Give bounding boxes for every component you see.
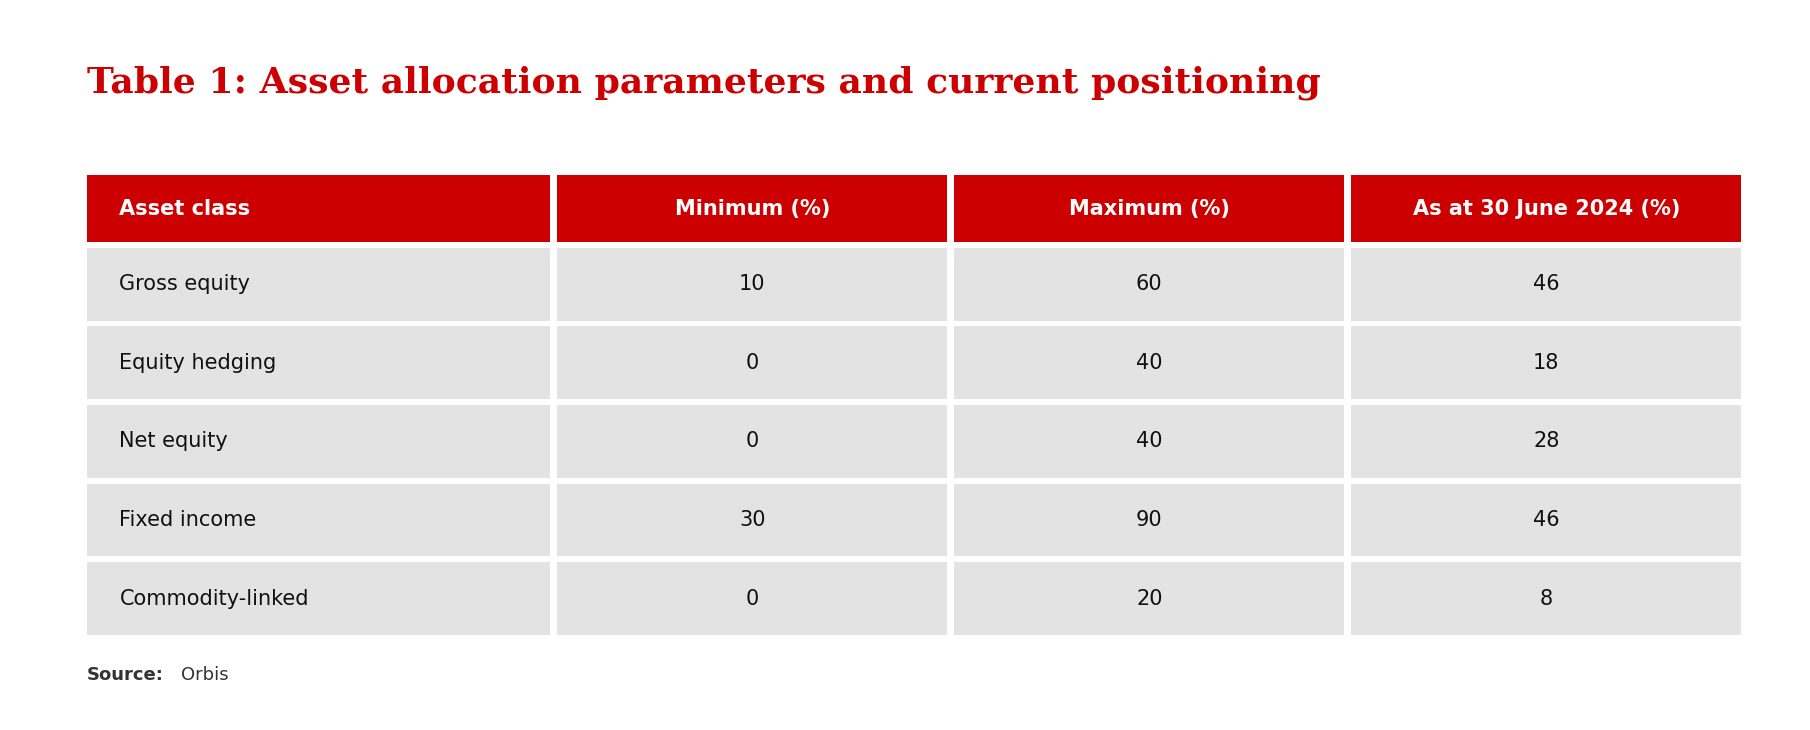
Text: 46: 46: [1533, 510, 1560, 530]
Text: 40: 40: [1137, 353, 1162, 373]
Text: Net equity: Net equity: [119, 431, 228, 451]
Text: 40: 40: [1137, 431, 1162, 451]
Text: 0: 0: [746, 431, 758, 451]
Bar: [1352, 326, 1741, 399]
Text: Fixed income: Fixed income: [119, 510, 257, 530]
Text: 28: 28: [1533, 431, 1560, 451]
Text: Orbis: Orbis: [181, 666, 228, 684]
Bar: [87, 405, 550, 478]
Text: Maximum (%): Maximum (%): [1070, 199, 1229, 218]
Text: 0: 0: [746, 353, 758, 373]
Bar: [954, 175, 1345, 242]
Text: 30: 30: [738, 510, 766, 530]
Text: 20: 20: [1137, 588, 1162, 609]
Bar: [954, 326, 1345, 399]
Bar: [1352, 175, 1741, 242]
Text: Source:: Source:: [87, 666, 163, 684]
Bar: [557, 247, 947, 320]
Bar: [1352, 562, 1741, 635]
Text: 8: 8: [1540, 588, 1553, 609]
Bar: [557, 562, 947, 635]
Bar: [954, 484, 1345, 556]
Bar: [557, 484, 947, 556]
Bar: [954, 562, 1345, 635]
Text: 18: 18: [1533, 353, 1560, 373]
Bar: [87, 326, 550, 399]
Text: 46: 46: [1533, 274, 1560, 294]
Bar: [557, 175, 947, 242]
Bar: [1352, 484, 1741, 556]
Bar: [87, 175, 1741, 635]
Bar: [954, 405, 1345, 478]
Text: 0: 0: [746, 588, 758, 609]
Bar: [1352, 405, 1741, 478]
Bar: [87, 562, 550, 635]
Text: Asset class: Asset class: [119, 199, 250, 218]
Text: 90: 90: [1137, 510, 1162, 530]
Bar: [87, 247, 550, 320]
Text: Commodity-linked: Commodity-linked: [119, 588, 310, 609]
Text: 60: 60: [1137, 274, 1162, 294]
Bar: [954, 247, 1345, 320]
Text: Equity hedging: Equity hedging: [119, 353, 277, 373]
Bar: [557, 326, 947, 399]
Bar: [557, 405, 947, 478]
Bar: [1352, 247, 1741, 320]
Text: Minimum (%): Minimum (%): [675, 199, 831, 218]
Text: 10: 10: [738, 274, 766, 294]
Bar: [87, 484, 550, 556]
Bar: [87, 175, 550, 242]
Text: Gross equity: Gross equity: [119, 274, 250, 294]
Text: Table 1: Asset allocation parameters and current positioning: Table 1: Asset allocation parameters and…: [87, 66, 1321, 100]
Text: As at 30 June 2024 (%): As at 30 June 2024 (%): [1412, 199, 1680, 218]
